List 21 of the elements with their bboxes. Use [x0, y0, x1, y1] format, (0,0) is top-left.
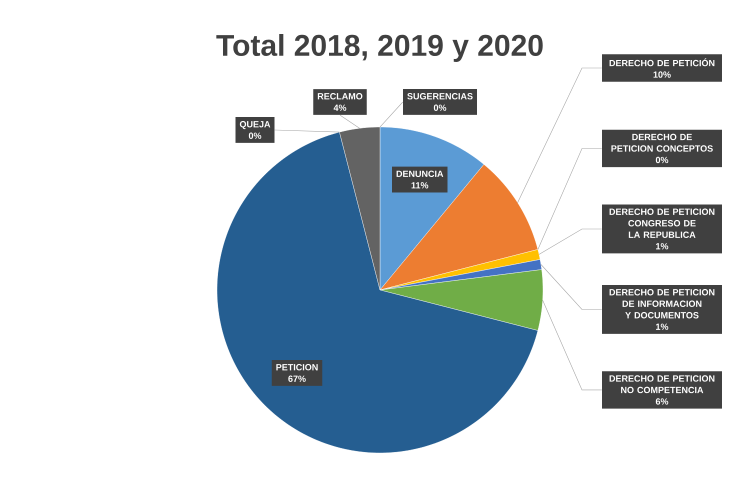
data-label: 4% [334, 104, 346, 111]
category-label: SUGERENCIAS [407, 93, 473, 100]
data-label: 6% [656, 398, 668, 405]
text: 0% [248, 132, 262, 139]
data-label: 67% [288, 376, 306, 382]
chart-title: Total 2018, 2019 y 2020 [216, 34, 543, 62]
category-label: QUEJA [240, 121, 270, 130]
slice-label: DERECHO DE PETICIÓN [610, 58, 714, 66]
slice-label: DERECHO DE PETICION NO COMPETENCIA [610, 375, 714, 394]
data-label: 1% [656, 324, 668, 330]
slice-label: DERECHO DE PETICION DE INFORMACION Y DOCUMENTOS [610, 289, 714, 318]
data-label: 10% [654, 71, 671, 78]
slice-label: RECLAMO [318, 93, 362, 100]
text: 0% [656, 156, 668, 164]
slice-label: PETICION [276, 364, 318, 370]
data-label: 1% [656, 243, 668, 250]
slice-label: DERECHO DE PETICION CONGRESO DE LA REPUBLICA [610, 208, 714, 238]
data-label: 11% [412, 182, 428, 188]
slice-label: DENUNCIA [396, 170, 444, 178]
text: 0% [434, 104, 446, 111]
category-label: DERECHO DE PETICION CONCEPTOS [611, 134, 713, 152]
